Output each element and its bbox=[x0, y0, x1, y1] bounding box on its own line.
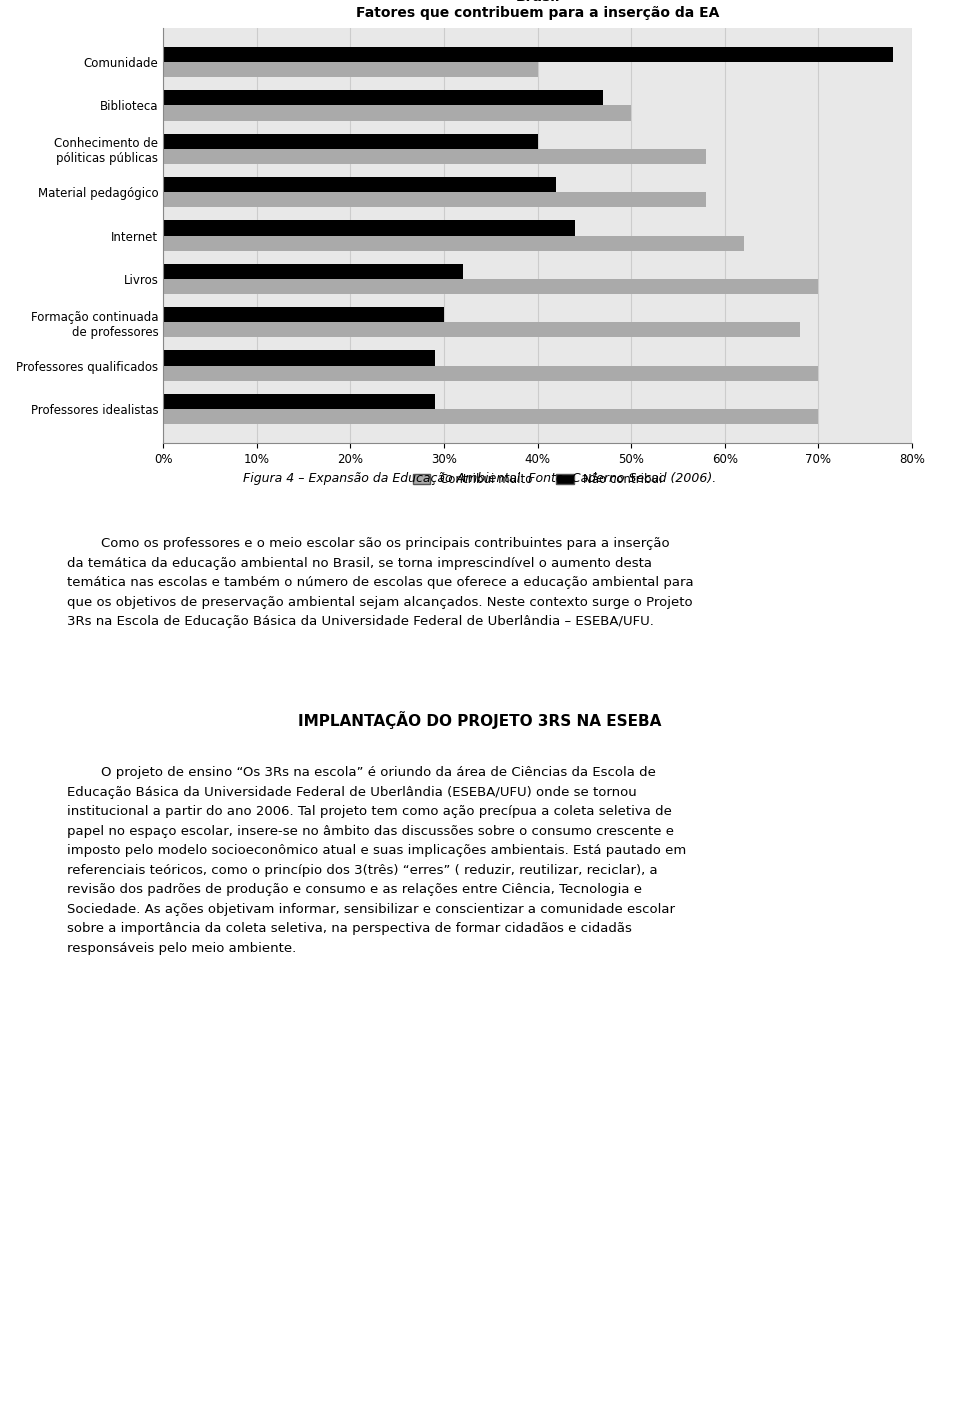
Bar bbox=[163, 62, 538, 77]
Bar bbox=[163, 366, 818, 381]
Bar bbox=[163, 350, 435, 366]
Bar bbox=[163, 134, 538, 149]
Bar bbox=[163, 193, 707, 207]
Bar bbox=[163, 105, 632, 121]
Bar bbox=[163, 394, 435, 409]
Bar bbox=[163, 149, 707, 165]
Text: Figura 4 – Expansão da Educação Ambiental. Fonte: Caderno Secad (2006).: Figura 4 – Expansão da Educação Ambienta… bbox=[244, 471, 716, 485]
Bar bbox=[163, 90, 603, 105]
Bar bbox=[163, 236, 744, 250]
Title: Brasil
Fatores que contribuem para a inserção da EA: Brasil Fatores que contribuem para a ins… bbox=[356, 0, 719, 20]
Bar bbox=[163, 46, 894, 62]
Bar bbox=[163, 177, 557, 193]
Text: Como os professores e o meio escolar são os principais contribuintes para a inse: Como os professores e o meio escolar são… bbox=[67, 537, 694, 628]
Bar bbox=[163, 221, 575, 236]
Bar bbox=[163, 307, 444, 322]
Bar bbox=[163, 278, 818, 294]
Legend: Contribui muito, Não contribui: Contribui muito, Não contribui bbox=[408, 468, 667, 491]
Bar bbox=[163, 409, 818, 425]
Text: O projeto de ensino “Os 3Rs na escola” é oriundo da área de Ciências da Escola d: O projeto de ensino “Os 3Rs na escola” é… bbox=[67, 766, 686, 955]
Text: IMPLANTAÇÃO DO PROJETO 3RS NA ESEBA: IMPLANTAÇÃO DO PROJETO 3RS NA ESEBA bbox=[299, 711, 661, 728]
Bar bbox=[163, 264, 463, 278]
Bar bbox=[163, 322, 800, 337]
